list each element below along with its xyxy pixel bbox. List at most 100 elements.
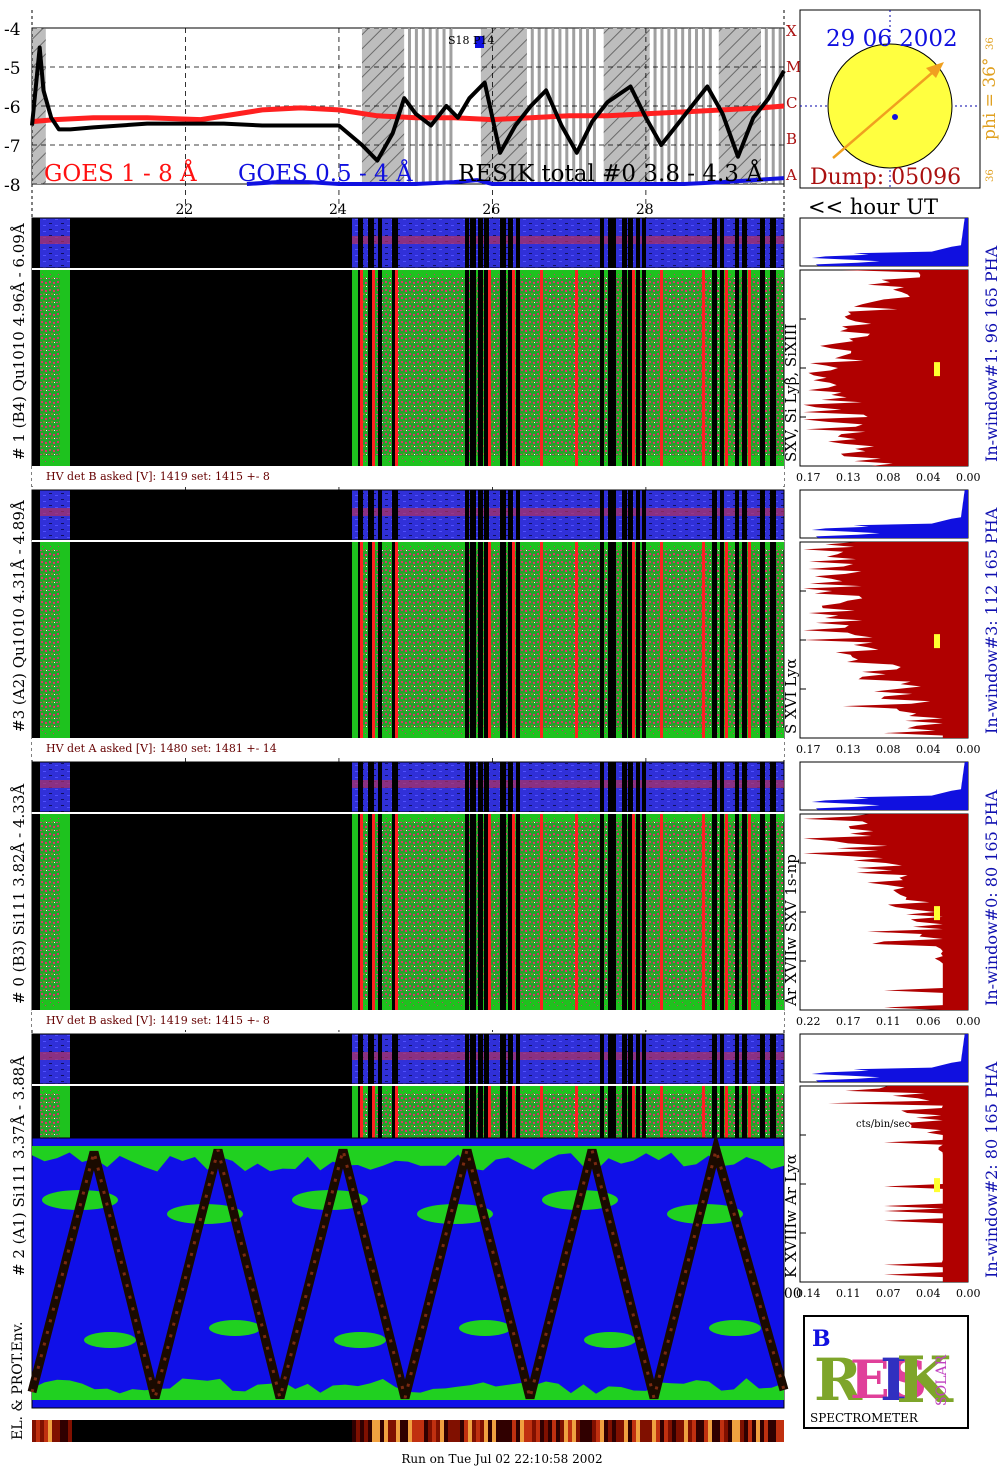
pha-histogram (811, 762, 968, 810)
red-column (372, 542, 375, 738)
env-strip-bar (36, 1420, 40, 1442)
hv-band (32, 466, 784, 486)
env-blob (459, 1320, 511, 1336)
env-strip-bar (560, 1420, 564, 1442)
data-gap-bar (660, 28, 664, 184)
env-strip-bar (604, 1420, 608, 1442)
y-tick-label: -7 (4, 137, 21, 157)
phi-edge-top: 36 (985, 37, 996, 50)
logo-r: R (814, 1346, 863, 1414)
data-gap-bar (701, 28, 705, 184)
env-strip-bar (476, 1420, 480, 1442)
env-label: EL. & PROT.Env. (10, 1322, 26, 1440)
gap-column (742, 490, 747, 738)
gap-column (378, 218, 382, 466)
red-column (660, 270, 663, 466)
line-label: S XVI Lyα (782, 658, 800, 734)
logo-bragg-mark: B (812, 1326, 831, 1352)
red-column (660, 814, 663, 1010)
hv-label: HV det A asked [V]: 1480 set: 1481 +- 14 (46, 742, 277, 755)
orbit-direction-line (832, 65, 941, 159)
logo-i: I (880, 1346, 907, 1414)
env-strip-bar (388, 1420, 392, 1442)
spectrogram-edge-top (32, 542, 784, 550)
marker-square (475, 36, 484, 48)
gap-column (760, 218, 765, 466)
env-strip-bar (40, 1420, 44, 1442)
gap-column (465, 490, 469, 738)
data-gap-bar (694, 28, 698, 184)
env-strip-bar (488, 1420, 492, 1442)
environment-section: 010002000300040005000 EL. & PROT.Env. ct… (10, 1119, 911, 1442)
series-line-1 (246, 176, 785, 186)
detector-label: # 2 (A1) Si111 3.37Å - 3.88Å (10, 1056, 28, 1276)
detector-label: # 1 (B4) Qu1010 4.96Å - 6.09Å (10, 223, 28, 460)
goes-y-tick-labels: -4 -5 -6 -7 -8 (4, 20, 21, 196)
env-strip-bar (692, 1420, 696, 1442)
goes-series (30, 45, 786, 186)
gap-column (720, 762, 724, 1010)
red-column (360, 814, 363, 1010)
gap-column (628, 490, 633, 738)
gap-column (500, 762, 506, 1010)
gap-column (636, 762, 640, 1010)
env-strip-bar (492, 1420, 496, 1442)
pha-histogram (811, 490, 968, 538)
env-strip-bar (524, 1420, 528, 1442)
header-red-band (32, 236, 784, 244)
intensity-tick-label: 0.00 (956, 1015, 981, 1028)
flare-class-label: C (786, 94, 797, 112)
intensity-tick-label: 0.06 (916, 1015, 941, 1028)
env-strip-bar (356, 1420, 360, 1442)
gap-column (622, 218, 627, 466)
env-strip-bar (380, 1420, 384, 1442)
env-strip-bar (60, 1420, 64, 1442)
env-strip-bar (444, 1420, 448, 1442)
logo-es: ES (850, 1350, 927, 1411)
env-strip-bar (460, 1420, 464, 1442)
satellite-dot (892, 114, 898, 120)
gap-column (608, 490, 614, 738)
gap-column (622, 490, 627, 738)
gap-column (720, 218, 724, 466)
env-strip-bar (664, 1420, 668, 1442)
spectrogram-panel: HV det B asked [V]: 1419 set: 1415 +- 8 #… (10, 761, 1001, 1030)
spectrum-marker (934, 1178, 940, 1193)
env-strip-bar (520, 1420, 524, 1442)
env-strip-bar (56, 1420, 60, 1442)
x-tick-label: 28 (636, 202, 654, 218)
phi-edge-bottom: 36 (985, 169, 996, 182)
env-strip-bar (428, 1420, 432, 1442)
gap-column (712, 490, 717, 738)
red-column (395, 270, 398, 466)
env-strip-bar (708, 1420, 712, 1442)
env-strip-bar (620, 1420, 624, 1442)
intensity-tick-label: 0.04 (916, 471, 941, 484)
spectrogram-panel: HV det A asked [V]: 1480 set: 1481 +- 14… (10, 489, 1001, 758)
env-strip-bar (528, 1420, 532, 1442)
data-gap-bar (558, 28, 562, 184)
gap-column (712, 762, 717, 1010)
gap-column (516, 218, 520, 466)
env-strip-bar (448, 1420, 452, 1442)
gap-column (636, 218, 640, 466)
no-data-left (32, 490, 40, 738)
header-red-band (32, 780, 784, 788)
env-blob (84, 1332, 136, 1348)
data-gap-bar (579, 28, 583, 184)
env-strip-bar (368, 1420, 372, 1442)
env-strip-bar (764, 1420, 768, 1442)
logo-spectrometer: SPECTROMETER (810, 1411, 919, 1425)
env-blob (584, 1332, 636, 1348)
data-gap-bar (667, 28, 671, 184)
data-gap-bar (586, 28, 590, 184)
red-column (632, 814, 635, 1010)
env-strip-bar (440, 1420, 444, 1442)
gap-column (484, 218, 489, 466)
env-lower-band (32, 1378, 784, 1400)
env-strip-bar (472, 1420, 476, 1442)
gap-column (628, 218, 633, 466)
gap-column (500, 218, 506, 466)
env-strip-bar (44, 1420, 48, 1442)
